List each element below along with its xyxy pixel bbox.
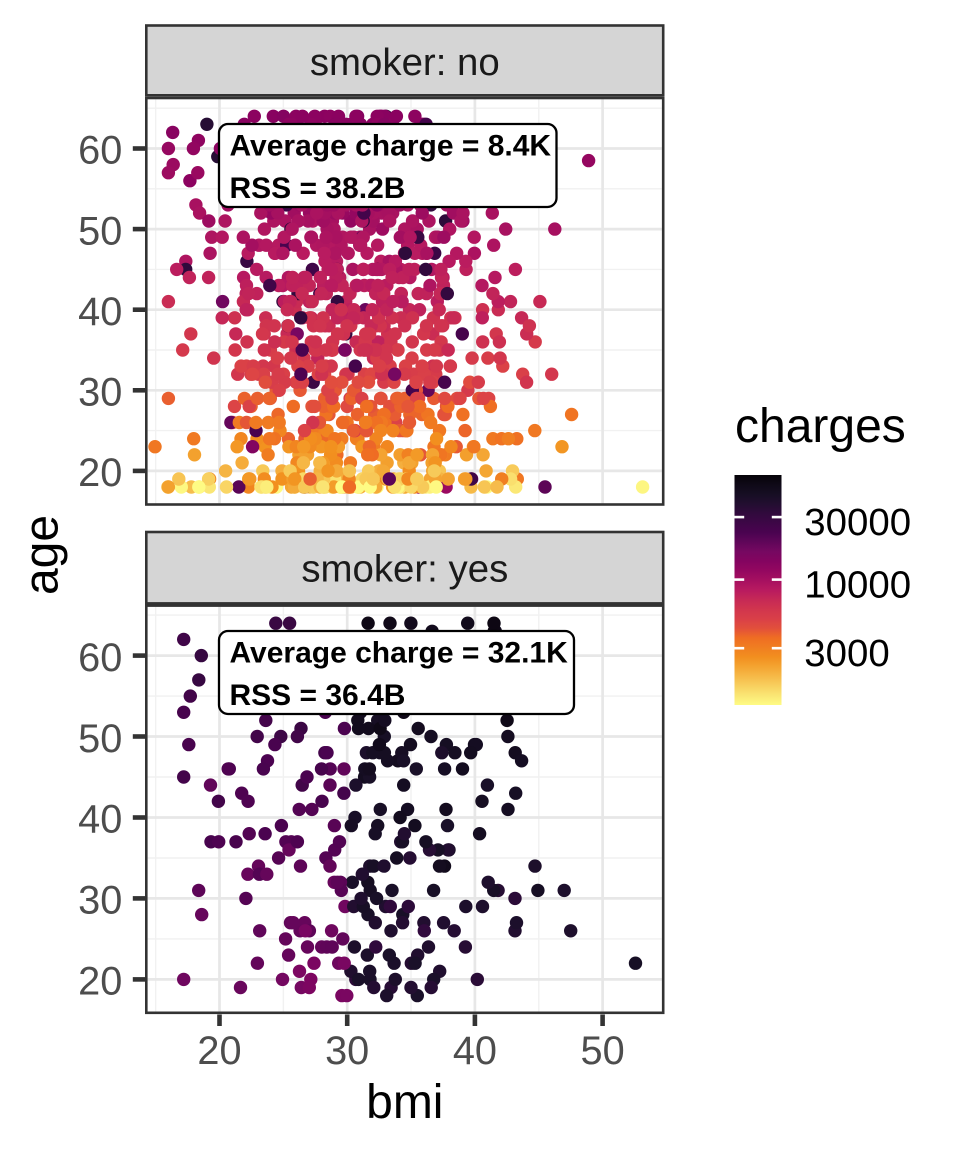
svg-text:50: 50 <box>78 209 122 253</box>
svg-text:30: 30 <box>78 371 122 415</box>
svg-text:30000: 30000 <box>804 501 911 544</box>
svg-text:Average charge = 32.1K: Average charge = 32.1K <box>230 637 569 670</box>
svg-text:20: 20 <box>78 451 122 495</box>
svg-text:age: age <box>16 515 69 595</box>
svg-text:3000: 3000 <box>804 632 889 675</box>
svg-text:charges: charges <box>735 400 906 453</box>
svg-text:10000: 10000 <box>804 563 911 606</box>
svg-text:40: 40 <box>78 798 122 842</box>
svg-text:RSS = 36.4B: RSS = 36.4B <box>230 679 406 712</box>
svg-text:60: 60 <box>78 636 122 680</box>
svg-text:60: 60 <box>78 129 122 173</box>
svg-text:20: 20 <box>78 960 122 1004</box>
svg-text:Average charge = 8.4K: Average charge = 8.4K <box>230 130 552 163</box>
svg-text:50: 50 <box>78 717 122 761</box>
svg-text:20: 20 <box>197 1029 241 1073</box>
svg-text:40: 40 <box>78 290 122 334</box>
svg-text:smoker: no: smoker: no <box>310 41 500 84</box>
svg-text:bmi: bmi <box>366 1076 443 1129</box>
svg-text:40: 40 <box>453 1029 497 1073</box>
svg-text:smoker: yes: smoker: yes <box>301 547 508 590</box>
svg-text:RSS = 38.2B: RSS = 38.2B <box>230 172 406 205</box>
svg-text:30: 30 <box>325 1029 369 1073</box>
svg-text:50: 50 <box>581 1029 625 1073</box>
svg-text:30: 30 <box>78 879 122 923</box>
